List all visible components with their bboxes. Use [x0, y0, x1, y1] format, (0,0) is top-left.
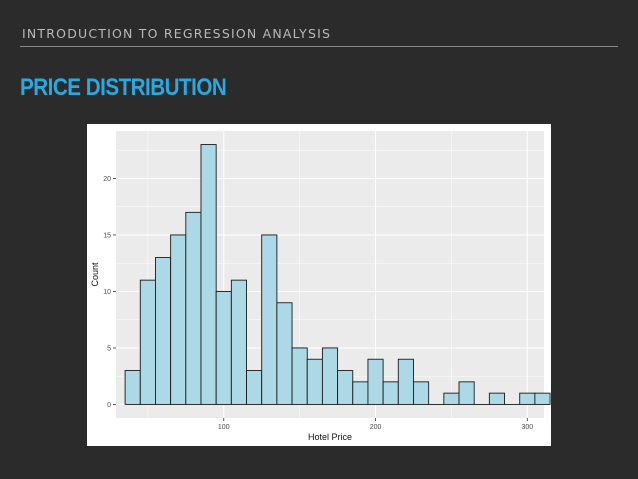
histogram-bar: [230, 279, 247, 405]
course-title: INTRODUCTION TO REGRESSION ANALYSIS: [22, 26, 332, 41]
histogram-bar: [261, 234, 278, 405]
histogram-bar: [185, 211, 202, 405]
histogram-bar: [321, 347, 339, 405]
y-tick-label: 0: [107, 402, 111, 409]
histogram-bar: [200, 144, 217, 405]
histogram-bar: [276, 302, 293, 405]
y-tick-label: 20: [103, 176, 111, 183]
histogram-bar: [215, 290, 232, 405]
histogram-svg: 0 5 10 15 20 100 200 300 Hotel Price Count: [90, 131, 551, 442]
x-axis-title: Hotel Price: [308, 432, 352, 442]
x-tick-label: 300: [521, 424, 533, 431]
histogram-bar: [397, 358, 414, 405]
histogram-chart: 0 5 10 15 20 100 200 300 Hotel Price Count: [87, 124, 551, 446]
histogram-bar: [170, 234, 187, 405]
y-tick-label: 15: [103, 232, 111, 239]
histogram-bar: [306, 358, 323, 405]
histogram-bar: [488, 392, 505, 405]
histogram-bar: [124, 370, 141, 405]
x-tick-label: 200: [370, 424, 382, 431]
histogram-bar: [155, 257, 172, 405]
histogram-bar: [519, 392, 536, 405]
histogram-bar: [291, 347, 308, 405]
header-divider: [20, 46, 618, 47]
y-tick-label: 10: [103, 289, 111, 296]
histogram-bar: [352, 381, 369, 405]
axis-ticks: 0 5 10 15 20 100 200 300: [103, 176, 533, 431]
histogram-bar: [367, 358, 384, 405]
histogram-bar: [382, 381, 399, 405]
histogram-bars: [124, 144, 551, 405]
histogram-bar: [534, 392, 551, 405]
y-axis-title: Count: [90, 262, 100, 287]
histogram-bar: [413, 381, 430, 405]
histogram-bar: [443, 392, 460, 405]
histogram-bar: [458, 381, 475, 405]
histogram-bar: [337, 370, 354, 405]
grid-lines: [116, 131, 544, 418]
y-tick-label: 5: [107, 345, 111, 352]
histogram-bar: [246, 370, 263, 405]
x-tick-label: 100: [218, 424, 230, 431]
histogram-bar: [139, 279, 156, 405]
page-title: PRICE DISTRIBUTION: [20, 74, 227, 101]
